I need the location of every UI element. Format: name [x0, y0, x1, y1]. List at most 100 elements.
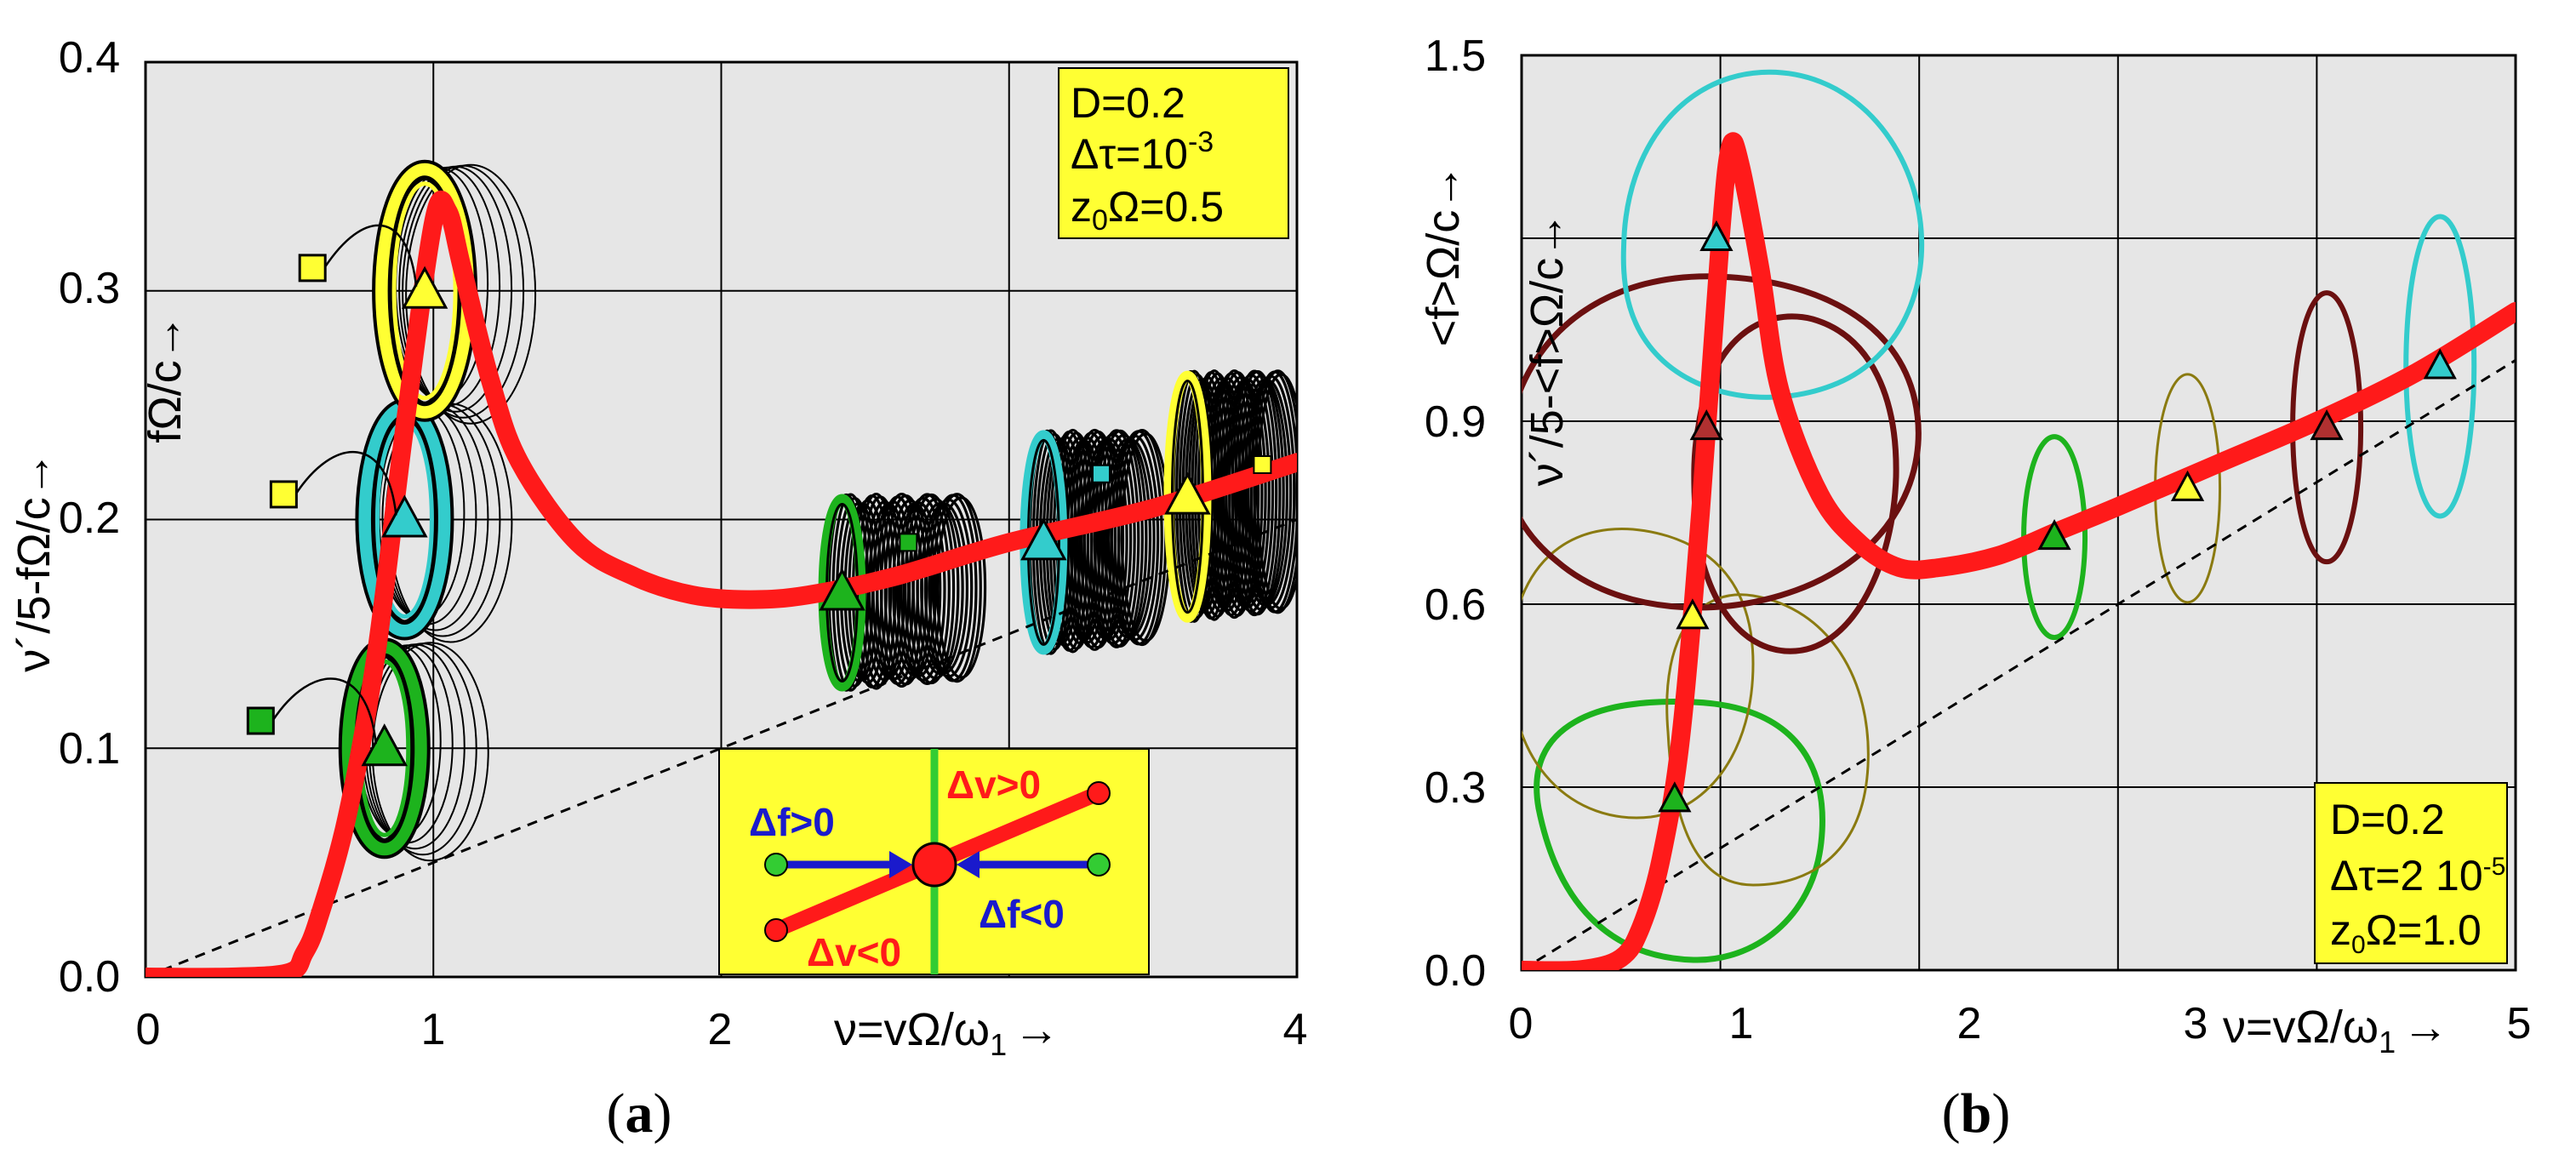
orbit-trail: [405, 163, 537, 425]
panel-a-xticks: 0 1 2 4: [136, 1005, 1308, 1054]
param-z-sub: 0: [2351, 931, 2366, 959]
svg-text:ν=vΩ/ω1→: ν=vΩ/ω1 →: [2223, 1002, 2448, 1059]
triangle-dark_red: [2310, 409, 2344, 441]
panel-b-xticks: 0 1 2 3 5: [1509, 999, 2532, 1048]
ytick-label: 0.4: [59, 33, 120, 83]
orbit-loop: [1522, 528, 1755, 819]
xtick-label: 3: [2184, 999, 2208, 1048]
inset-df-pos: Δf>0: [749, 800, 835, 844]
panel-b-triangles: [1658, 220, 2457, 813]
inset-df-neg: Δf<0: [979, 892, 1065, 936]
orbit-coil: [1237, 374, 1285, 611]
panel-a-xlabel: ν=vΩ/ω1 →: [834, 1004, 1060, 1062]
xtick-label: 4: [1283, 1005, 1308, 1054]
xlabel-sub: 1: [2379, 1025, 2396, 1059]
panel-b-caption: (b): [1942, 1082, 2011, 1145]
param-dtau: Δτ=10: [1071, 130, 1188, 178]
marker-connector: [294, 451, 397, 516]
ytick-label: 0.1: [59, 724, 120, 774]
svg-text:Δτ=2 10-5: Δτ=2 10-5: [2330, 852, 2505, 899]
panel-b-params-box: D=0.2 Δτ=2 10-5 z0Ω=1.0: [2314, 782, 2508, 964]
panel-a-inset: Δf>0 Δf<0 Δv>0 Δv<0: [718, 748, 1150, 975]
orbit-coil: [888, 499, 933, 681]
orbit-coil: [932, 493, 982, 683]
param-omega: Ω=1.0: [2366, 906, 2482, 954]
triangle-cyan: [2423, 348, 2457, 380]
marker-square: [269, 480, 298, 509]
panel-b-red-curve: [1522, 132, 2516, 970]
panel-a-caption: (a): [607, 1082, 672, 1145]
xlabel-main: ν=vΩ/ω: [2223, 1002, 2379, 1053]
orbit-coil: [1255, 373, 1297, 610]
panel-b-diagonal-line: [1522, 359, 2516, 970]
svg-text:Δτ=10-3: Δτ=10-3: [1071, 126, 1214, 178]
param-dtau-exp: -5: [2483, 853, 2506, 881]
panel-a-ylabel: ν´/5-fΩ/c→: [9, 451, 60, 671]
xtick-label: 1: [1729, 999, 1754, 1048]
xtick-label: 5: [2507, 999, 2532, 1048]
orbit-coil: [1253, 369, 1297, 614]
param-z: z: [2330, 906, 2351, 954]
panel-a-triangles: [361, 266, 1211, 767]
panel-a-yticks: 0.0 0.1 0.2 0.3 0.4: [59, 33, 120, 1002]
orbit-loop: [1522, 273, 1922, 611]
ytick-label: 0.2: [59, 494, 120, 543]
triangle-yellow: [401, 266, 448, 309]
orbit-coil: [1100, 433, 1148, 643]
param-d: D=0.2: [2330, 796, 2445, 843]
ytick-label: 0.0: [59, 952, 120, 1002]
param-z: z: [1071, 183, 1092, 231]
triangle-yellow: [1676, 598, 1710, 630]
triangle-yellow: [1164, 471, 1211, 515]
panel-a-orbits: [338, 159, 1297, 862]
orbit-loop: [1665, 593, 1870, 887]
marker-square: [899, 533, 918, 552]
ytick-label: 0.9: [1425, 397, 1486, 447]
panel-b-ylabel: ν´/5-<f>Ω/c→: [1522, 212, 1573, 486]
panel-a-markers: [246, 224, 1272, 745]
panel-a-red-curve: [146, 191, 1297, 977]
xtick-label: 2: [1957, 999, 1982, 1048]
ytick-label: 0.3: [1425, 763, 1486, 813]
ytick-label: 0.0: [1425, 946, 1486, 996]
inset-dv-neg: Δv<0: [807, 930, 901, 974]
marker-square: [1091, 464, 1111, 483]
panel-b-xlabel: ν=vΩ/ω1 →: [2223, 1002, 2448, 1059]
inset-dv-pos: Δv>0: [946, 762, 1041, 807]
orbit-loop: [1534, 698, 1825, 963]
xlabel-arrow: →: [1014, 1004, 1060, 1055]
orbit-inner: [391, 181, 458, 401]
triangle-green: [819, 568, 865, 611]
ytick-label: 1.5: [1425, 31, 1486, 81]
triangle-green: [2037, 519, 2071, 551]
panel-b-ylabel-red: <f>Ω/c→: [1418, 164, 1469, 346]
orbit-coil: [911, 497, 960, 680]
orbit-cyan: [2403, 214, 2477, 519]
param-dtau: Δτ=2 10: [2330, 852, 2483, 899]
svg-text:ν=vΩ/ω1→: ν=vΩ/ω1 →: [834, 1004, 1060, 1062]
ytick-label: 0.3: [59, 264, 120, 313]
panel-b: 0.0 0.3 0.6 0.9 1.5 0 1 2 3 5 ν=vΩ/ω1 → ν…: [1418, 31, 2531, 1145]
marker-connector: [271, 677, 377, 745]
ytick-label: 0.6: [1425, 580, 1486, 630]
orbit-coil: [935, 496, 987, 679]
panel-a-params-box: D=0.2 Δτ=10-3 z0Ω=0.5: [1058, 67, 1289, 239]
marker-square: [246, 706, 275, 735]
orbit-coil: [1096, 429, 1144, 648]
orbit-coil: [907, 493, 956, 685]
xtick-label: 2: [708, 1005, 733, 1054]
triangle-green: [361, 723, 408, 767]
svg-text:z0Ω=0.5: z0Ω=0.5: [1071, 183, 1224, 237]
panel-b-yticks: 0.0 0.3 0.6 0.9 1.5: [1425, 31, 1486, 996]
xtick-label: 1: [421, 1005, 446, 1054]
xlabel-sub: 1: [990, 1027, 1007, 1062]
triangle-cyan: [381, 494, 428, 538]
param-dtau-exp: -3: [1188, 126, 1214, 158]
param-omega: Ω=0.5: [1108, 183, 1224, 231]
panel-a: 0.0 0.1 0.2 0.3 0.4 0 1 2 4 ν=vΩ/ω1 → ν´/…: [9, 33, 1307, 1145]
panel-a-ylabel-red: fΩ/c→: [140, 314, 191, 443]
param-d: D=0.2: [1071, 79, 1185, 127]
orbit-coil: [1234, 370, 1282, 616]
panel-a-diagonal-line: [146, 518, 1297, 977]
